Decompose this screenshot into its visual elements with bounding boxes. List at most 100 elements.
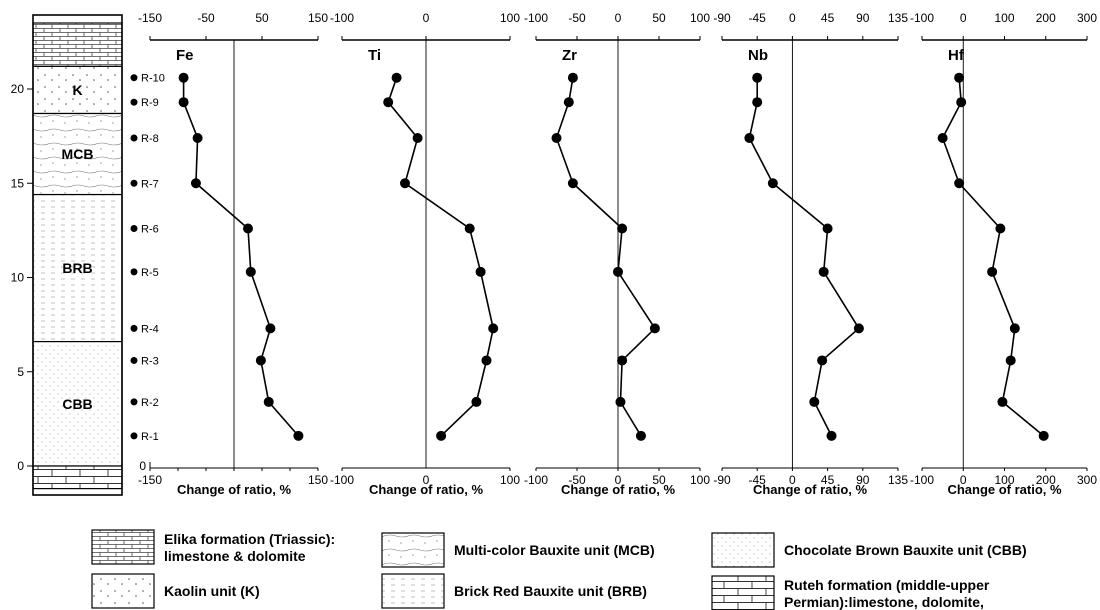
bottom-tick-label: -50 xyxy=(568,473,586,487)
data-point xyxy=(190,178,201,189)
sample-marker xyxy=(130,74,138,82)
data-point xyxy=(192,133,203,144)
panel-title: Hf xyxy=(948,47,965,64)
sample-label: R-6 xyxy=(141,223,159,235)
data-point xyxy=(954,178,965,189)
data-point xyxy=(178,72,189,83)
data-point xyxy=(995,223,1006,234)
sample-marker xyxy=(130,324,138,332)
legend-label: Brick Red Bauxite unit (BRB) xyxy=(454,583,647,599)
sample-label: R-7 xyxy=(141,178,159,190)
top-tick-label: 90 xyxy=(856,11,870,25)
top-tick-label: 200 xyxy=(1036,11,1056,25)
data-point xyxy=(817,355,828,366)
bottom-tick-label: 50 xyxy=(652,473,666,487)
data-point xyxy=(937,133,948,144)
sample-label: R-8 xyxy=(141,133,159,145)
series-line xyxy=(387,77,495,437)
x-axis-label: Change of ratio, % xyxy=(753,482,868,497)
data-point xyxy=(464,223,475,234)
top-tick-label: -90 xyxy=(713,11,731,25)
legend-label: Permian):limestone, dolomite, xyxy=(784,594,984,610)
data-point xyxy=(567,72,578,83)
data-point xyxy=(471,396,482,407)
data-point xyxy=(649,323,660,334)
data-point xyxy=(383,97,394,108)
data-point xyxy=(617,355,628,366)
unit-brb-layer xyxy=(32,193,123,343)
bottom-tick-label: -45 xyxy=(749,473,767,487)
bottom-tick-label: 90 xyxy=(856,473,870,487)
data-point xyxy=(954,72,965,83)
legend-label: Ruteh formation (middle-upper xyxy=(784,577,990,593)
series-line xyxy=(748,77,860,437)
x-axis-label: Change of ratio, % xyxy=(561,482,676,497)
top-tick-label: 135 xyxy=(888,11,908,25)
data-point xyxy=(744,133,755,144)
legend-swatch xyxy=(711,575,775,610)
data-point xyxy=(400,178,410,189)
panel-zr: -100 -50 0 50 100 -100 -50 0 50 100 Zr Change of ra… xyxy=(524,11,710,497)
top-tick-label: 100 xyxy=(994,11,1014,25)
x-axis-label: Change of ratio, % xyxy=(177,482,292,497)
sample-label: R-10 xyxy=(141,73,165,85)
series-line xyxy=(941,77,1045,437)
bottom-tick-label: 300 xyxy=(1077,473,1097,487)
x-axis-label: Change of ratio, % xyxy=(947,482,1062,497)
bottom-tick-label: 0 xyxy=(423,473,430,487)
sample-label: R-5 xyxy=(141,267,159,279)
legend-item: Multi-color Bauxite unit (MCB) xyxy=(381,532,655,568)
bottom-tick-label: 0 xyxy=(789,473,796,487)
sample-marker xyxy=(130,356,138,364)
data-point xyxy=(481,355,492,366)
data-point xyxy=(263,396,274,407)
depth-tick-label: 5 xyxy=(17,365,24,379)
data-point xyxy=(635,430,646,441)
panel-nb: -90 -45 0 45 90 135 -90 -45 0 45 90 135 Nb Change of … xyxy=(713,11,908,497)
data-point xyxy=(613,266,623,277)
bottom-tick-label: -100 xyxy=(524,473,548,487)
legend: Elika formation (Triassic):limestone & d… xyxy=(91,529,1027,610)
data-point xyxy=(475,266,486,277)
data-point xyxy=(245,266,256,277)
top-tick-label: 100 xyxy=(500,11,520,25)
top-tick-label: -100 xyxy=(910,11,934,25)
legend-label: Elika formation (Triassic): xyxy=(164,531,335,547)
data-point xyxy=(818,266,829,277)
sample-label: R-1 xyxy=(141,431,159,443)
sample-marker xyxy=(130,98,138,106)
sample-label: R-4 xyxy=(141,323,159,335)
data-point xyxy=(1038,430,1049,441)
data-point xyxy=(178,97,189,108)
legend-label: Kaolin unit (K) xyxy=(164,583,260,599)
data-point xyxy=(1009,323,1020,334)
data-point xyxy=(822,223,833,234)
top-tick-label: 45 xyxy=(821,11,835,25)
unit-label: BRB xyxy=(62,260,92,276)
data-point xyxy=(615,396,626,407)
data-point xyxy=(617,223,628,234)
data-point xyxy=(767,178,778,189)
data-point xyxy=(243,223,253,234)
unit-label: K xyxy=(72,82,82,98)
top-tick-label: 0 xyxy=(615,11,622,25)
series-line xyxy=(555,77,656,437)
depth-tick-label: 15 xyxy=(11,176,25,190)
top-tick-label: -100 xyxy=(524,11,548,25)
sample-label: R-9 xyxy=(141,97,159,109)
top-tick-label: 100 xyxy=(690,11,710,25)
data-point xyxy=(752,72,763,83)
panel-title: Nb xyxy=(748,47,768,64)
top-tick-label: -150 xyxy=(138,11,162,25)
legend-swatch xyxy=(711,532,775,568)
top-tick-label: 0 xyxy=(423,11,430,25)
top-tick-label: -45 xyxy=(749,11,767,25)
legend-item: Brick Red Bauxite unit (BRB) xyxy=(381,573,647,609)
legend-swatch xyxy=(381,573,445,609)
data-point xyxy=(265,323,276,334)
top-tick-label: 50 xyxy=(255,11,269,25)
panel-title: Ti xyxy=(368,47,381,64)
panel-fe: -150 -50 50 150 -150 150 Fe Change of ratio, % xyxy=(138,11,328,497)
bottom-tick-label: 0 xyxy=(615,473,622,487)
top-tick-label: 50 xyxy=(652,11,666,25)
